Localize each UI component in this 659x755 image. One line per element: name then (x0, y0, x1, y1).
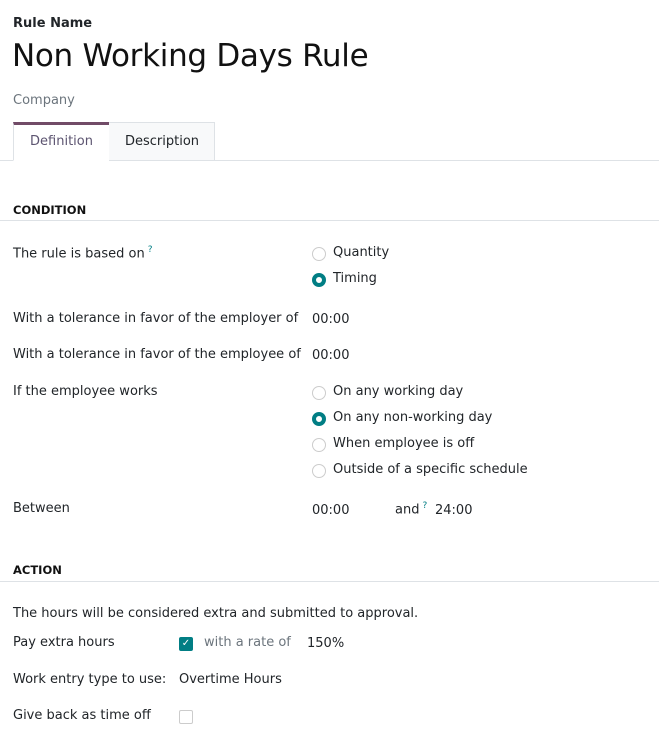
give-back-checkbox[interactable] (179, 710, 193, 724)
radio-quantity[interactable] (312, 247, 326, 261)
condition-heading: CONDITION (13, 203, 87, 217)
tab-definition[interactable]: Definition (13, 122, 110, 161)
rule-name-label: Rule Name (13, 16, 93, 31)
help-icon[interactable]: ? (147, 245, 153, 255)
option-timing[interactable]: Timing (333, 271, 377, 286)
works-label: If the employee works (13, 384, 158, 399)
between-end-input[interactable]: 24:00 (435, 503, 473, 518)
option-working-day[interactable]: On any working day (333, 384, 464, 399)
radio-non-working-day[interactable] (312, 412, 326, 426)
tab-bar: Definition Description (0, 122, 659, 161)
tab-description[interactable]: Description (109, 122, 215, 161)
action-heading: ACTION (13, 563, 62, 577)
option-non-working-day[interactable]: On any non-working day (333, 410, 493, 425)
tolerance-employee-input[interactable]: 00:00 (312, 348, 350, 363)
action-note: The hours will be considered extra and s… (13, 606, 419, 621)
divider (0, 581, 659, 582)
rate-input[interactable]: 150% (307, 636, 345, 651)
rate-label: with a rate of (204, 635, 291, 650)
tolerance-employee-label: With a tolerance in favor of the employe… (13, 347, 301, 362)
work-entry-select[interactable]: Overtime Hours (179, 672, 282, 687)
option-outside-schedule[interactable]: Outside of a specific schedule (333, 462, 528, 477)
radio-timing[interactable] (312, 273, 326, 287)
based-on-text: The rule is based on (13, 246, 145, 262)
check-icon: ✓ (181, 638, 191, 649)
pay-extra-label: Pay extra hours (13, 635, 115, 650)
company-field[interactable]: Company (13, 93, 75, 108)
tolerance-employer-label: With a tolerance in favor of the employe… (13, 311, 299, 326)
radio-outside-schedule[interactable] (312, 464, 326, 478)
work-entry-label: Work entry type to use: (13, 672, 167, 687)
option-employee-off[interactable]: When employee is off (333, 436, 475, 451)
rule-name-input[interactable]: Non Working Days Rule (12, 38, 369, 74)
give-back-label: Give back as time off (13, 708, 151, 723)
and-text: and (395, 502, 420, 518)
radio-working-day[interactable] (312, 386, 326, 400)
and-label: and? (395, 501, 427, 517)
radio-employee-off[interactable] (312, 438, 326, 452)
between-start-input[interactable]: 00:00 (312, 503, 350, 518)
divider (0, 220, 659, 221)
help-icon[interactable]: ? (422, 501, 428, 511)
pay-extra-checkbox[interactable]: ✓ (179, 637, 193, 651)
tolerance-employer-input[interactable]: 00:00 (312, 312, 350, 327)
option-quantity[interactable]: Quantity (333, 245, 390, 260)
between-label: Between (13, 501, 70, 516)
based-on-label: The rule is based on? (13, 245, 153, 261)
